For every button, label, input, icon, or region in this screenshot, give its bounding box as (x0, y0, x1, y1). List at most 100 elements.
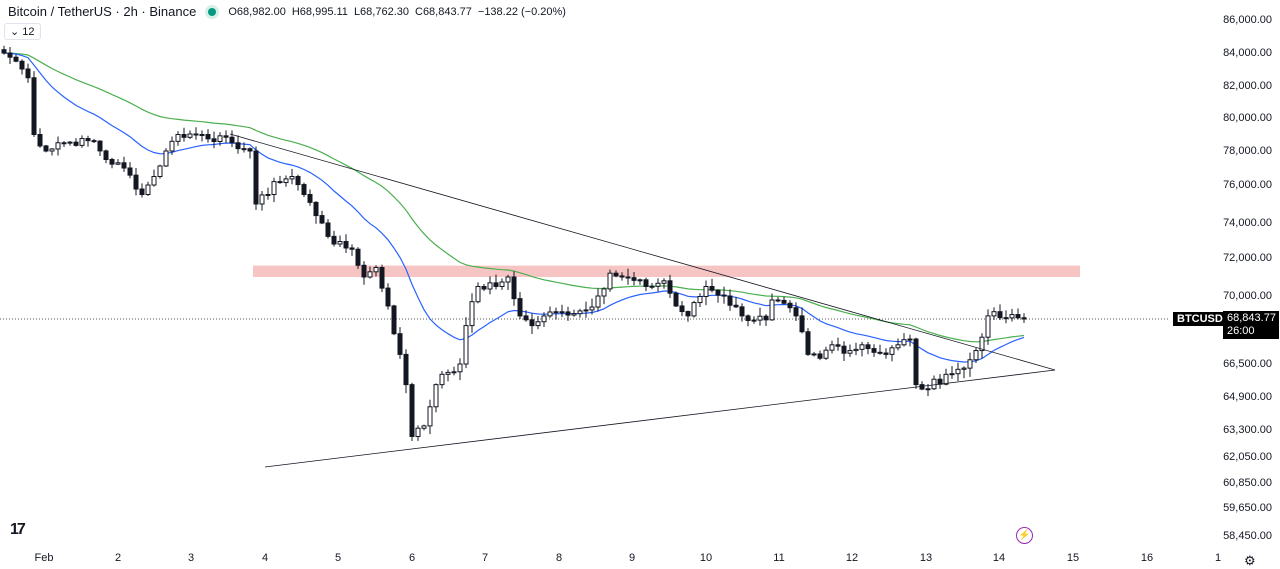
candle-up (703, 286, 709, 297)
candle-up (583, 309, 589, 312)
candle-up (955, 368, 961, 375)
candle-down (241, 148, 247, 151)
price-axis-label: 66,500.00 (1223, 358, 1272, 370)
candle-down (745, 315, 751, 321)
indicators-toggle-button[interactable]: ⌄ 12 (4, 23, 41, 40)
candle-down (307, 194, 313, 203)
candle-down (865, 344, 871, 350)
candle-up (475, 286, 481, 303)
candle-up (973, 350, 979, 361)
candle-down (397, 333, 403, 355)
tradingview-logo-icon[interactable]: 17 (10, 521, 26, 538)
indicators-count: 12 (22, 26, 35, 38)
candle-up (187, 133, 193, 138)
candle-up (925, 388, 931, 391)
candle-up (589, 306, 595, 311)
candle-down (109, 159, 115, 165)
candle-down (529, 319, 535, 327)
price-axis-label: 70,000.00 (1223, 290, 1272, 302)
candle-up (697, 295, 703, 304)
candle-down (667, 280, 673, 294)
candle-down (73, 141, 79, 146)
candle-down (31, 77, 37, 135)
candle-up (421, 425, 427, 429)
candle-up (463, 325, 469, 365)
candle-up (757, 315, 763, 321)
candle-down (721, 294, 727, 297)
time-axis-label: 12 (845, 552, 859, 564)
time-axis-label: 2 (114, 552, 122, 564)
time-axis-label: 10 (699, 552, 713, 564)
resistance-zone (253, 265, 1080, 277)
candle-down (913, 338, 919, 386)
candle-up (847, 350, 853, 354)
candle-down (565, 311, 571, 316)
candle-up (439, 373, 445, 386)
candle-down (343, 241, 349, 249)
candle-down (385, 287, 391, 307)
ohlc-change: −138.22 (−0.20%) (477, 5, 566, 18)
market-status-dot (208, 7, 217, 16)
ohlc-open: O68,982.00 (228, 5, 286, 18)
candle-up (67, 141, 73, 144)
candle-down (493, 282, 499, 287)
candle-down (127, 167, 133, 176)
candle-up (751, 319, 757, 322)
bolt-icon[interactable]: ⚡ (1016, 527, 1033, 544)
candle-down (781, 299, 787, 304)
symbol-title[interactable]: Bitcoin / TetherUS · 2h · Binance (8, 4, 197, 19)
candle-down (997, 311, 1003, 319)
candle-down (787, 302, 793, 309)
candle-down (133, 174, 139, 190)
candle-up (985, 315, 991, 338)
settings-gear-icon[interactable]: ⚙ (1244, 553, 1256, 568)
candle-up (487, 282, 493, 290)
candle-down (91, 140, 97, 143)
price-axis-label: 62,050.00 (1223, 451, 1272, 463)
candle-up (217, 135, 223, 143)
candle-down (295, 176, 301, 186)
candle-up (895, 344, 901, 349)
slow-moving-average-line (3, 52, 1025, 343)
candle-down (835, 344, 841, 347)
candle-up (451, 371, 457, 374)
candle-down (325, 222, 331, 237)
time-axis-label: 7 (481, 552, 489, 564)
candle-down (85, 138, 91, 142)
candle-down (817, 353, 823, 359)
candle-up (649, 285, 655, 288)
candle-up (691, 302, 697, 317)
candle-up (637, 279, 643, 282)
candle-down (181, 134, 187, 138)
candle-down (685, 311, 691, 317)
candle-up (259, 194, 265, 205)
candle-up (265, 194, 271, 196)
candle-down (253, 150, 259, 205)
candle-down (775, 299, 781, 302)
candle-down (877, 351, 883, 354)
candle-up (271, 181, 277, 196)
candle-down (793, 307, 799, 317)
candle-up (943, 373, 949, 385)
candle-up (853, 348, 859, 352)
candle-down (1021, 317, 1027, 320)
candle-up (457, 363, 463, 373)
candle-down (613, 272, 619, 277)
candle-up (901, 339, 907, 346)
price-axis-label: 80,000.00 (1223, 112, 1272, 124)
candle-up (49, 148, 55, 152)
candle-up (373, 267, 379, 273)
candle-up (595, 295, 601, 308)
candle-down (1, 49, 7, 54)
candle-down (619, 275, 625, 278)
time-axis-label: 6 (408, 552, 416, 564)
time-axis-label: 13 (919, 552, 933, 564)
candle-up (175, 134, 181, 142)
time-axis-label: 14 (992, 552, 1006, 564)
candle-down (937, 378, 943, 385)
candle-up (823, 349, 829, 359)
upper-trendline (229, 133, 1056, 371)
ohlc-low: L68,762.30 (353, 5, 409, 18)
candle-up (547, 311, 553, 317)
